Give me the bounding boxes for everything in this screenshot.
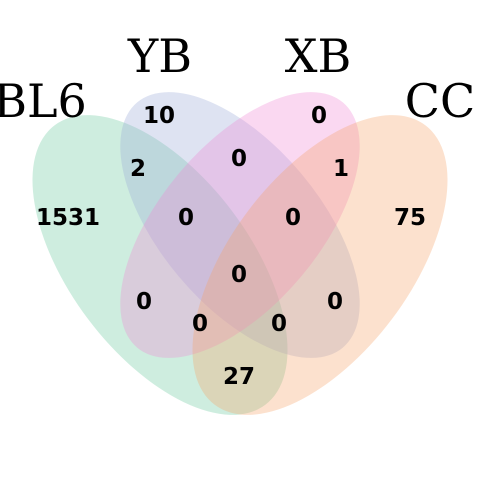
ellipse-bl6 [32, 115, 288, 415]
count-bl6-xb-cc: 0 [192, 311, 208, 337]
count-bl6-yb-cc: 0 [271, 311, 287, 337]
count-bl6-only: 1531 [36, 205, 100, 231]
count-cc-only: 75 [394, 205, 426, 231]
count-bl6-cc: 27 [223, 364, 255, 390]
count-xb-cc: 1 [333, 156, 349, 182]
count-xb-only: 0 [311, 103, 327, 129]
ellipse-xb [120, 92, 360, 358]
label-yb: YB [127, 29, 192, 83]
ellipse-cc [192, 115, 448, 415]
set-ellipses [32, 92, 448, 415]
count-yb-cc: 0 [327, 289, 343, 315]
count-yb-xb-cc: 0 [285, 205, 301, 231]
count-bl6-yb-xb: 0 [178, 205, 194, 231]
count-bl6-xb: 0 [136, 289, 152, 315]
count-all-four: 0 [231, 262, 247, 288]
label-xb: XB [285, 29, 352, 83]
count-yb-xb: 0 [231, 146, 247, 172]
label-cc: CC [405, 74, 475, 128]
region-counts: 1531 10 0 75 2 0 1 0 0 0 0 0 0 0 27 [36, 103, 426, 390]
ellipse-yb [120, 92, 360, 358]
count-bl6-yb: 2 [130, 156, 146, 182]
count-yb-only: 10 [143, 103, 175, 129]
label-bl6: BL6 [0, 74, 87, 128]
